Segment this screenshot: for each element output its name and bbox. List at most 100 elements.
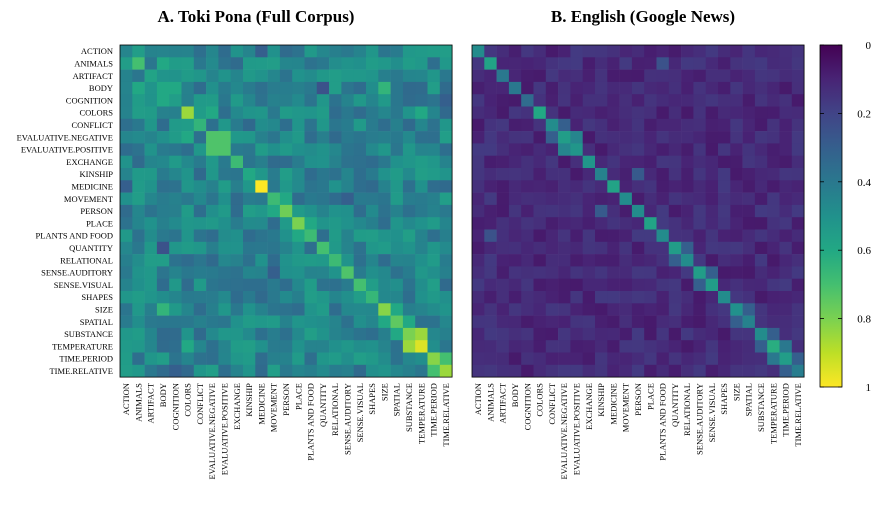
- heatmap-cell: [156, 143, 170, 156]
- heatmap-cell: [402, 143, 416, 156]
- heatmap-cell: [329, 204, 342, 218]
- heatmap-cell: [558, 106, 571, 120]
- column-label: PLACE: [293, 383, 303, 410]
- heatmap-cell: [779, 352, 793, 366]
- heatmap-cell: [767, 192, 780, 206]
- heatmap-cell: [582, 315, 596, 329]
- heatmap-cell: [366, 168, 379, 181]
- row-label: BODY: [89, 83, 113, 93]
- heatmap-cell: [570, 352, 583, 366]
- heatmap-cell: [439, 229, 453, 243]
- heatmap-cell: [484, 254, 497, 267]
- heatmap-cell: [656, 180, 670, 193]
- row-label: TIME.PERIOD: [59, 354, 113, 364]
- heatmap-cell: [718, 217, 731, 230]
- heatmap-cell: [304, 291, 318, 304]
- heatmap-cell: [156, 327, 170, 341]
- heatmap-cell: [366, 291, 379, 304]
- heatmap-cell: [595, 45, 608, 58]
- heatmap-cell: [791, 315, 805, 329]
- heatmap-cell: [267, 57, 281, 70]
- heatmap-cell: [742, 241, 756, 255]
- heatmap-cell: [754, 291, 768, 304]
- heatmap-cell: [402, 81, 416, 95]
- heatmap-cell: [439, 217, 453, 230]
- heatmap-cell: [218, 340, 231, 353]
- heatmap-cell: [718, 131, 731, 144]
- heatmap-cell: [316, 278, 330, 292]
- heatmap-cell: [353, 69, 367, 83]
- heatmap-cell: [402, 291, 416, 304]
- heatmap-cell: [730, 106, 743, 120]
- heatmap-cell: [558, 155, 571, 169]
- heatmap-cell: [644, 303, 657, 316]
- heatmap-cell: [218, 131, 231, 144]
- heatmap-cell: [341, 278, 354, 292]
- heatmap-cell: [570, 94, 583, 107]
- heatmap-cell: [156, 266, 170, 279]
- column-label: COGNITION: [170, 383, 180, 430]
- heatmap-cell: [631, 352, 645, 366]
- heatmap-cell: [439, 94, 453, 107]
- heatmap-cell: [644, 352, 657, 366]
- heatmap-cell: [558, 229, 571, 243]
- heatmap-cell: [267, 155, 281, 169]
- heatmap-cell: [754, 204, 768, 218]
- heatmap-cell: [582, 291, 596, 304]
- heatmap-cell: [390, 291, 404, 304]
- heatmap-cell: [120, 278, 133, 292]
- heatmap-cell: [607, 327, 620, 341]
- heatmap-cell: [681, 340, 694, 353]
- heatmap-cell: [267, 266, 281, 279]
- heatmap-cell: [791, 168, 805, 181]
- heatmap-cell: [607, 94, 620, 107]
- colorbar-tick-label: 0.2: [857, 108, 871, 120]
- heatmap-cell: [619, 106, 633, 120]
- heatmap-cell: [243, 69, 256, 83]
- heatmap-cell: [218, 106, 231, 120]
- heatmap-cell: [218, 204, 231, 218]
- heatmap-cell: [156, 118, 170, 132]
- heatmap-cell: [206, 291, 219, 304]
- heatmap-cell: [169, 315, 182, 329]
- heatmap-cell: [533, 340, 547, 353]
- heatmap-cell: [206, 106, 219, 120]
- heatmap-cell: [730, 155, 743, 169]
- row-label: TIME.RELATIVE: [49, 366, 113, 376]
- heatmap-cell: [132, 254, 145, 267]
- heatmap-cell: [681, 303, 694, 316]
- heatmap-cell: [718, 241, 731, 255]
- heatmap-cell: [484, 94, 497, 107]
- heatmap-cell: [619, 291, 633, 304]
- heatmap-cell: [791, 155, 805, 169]
- heatmap-cell: [472, 340, 485, 353]
- heatmap-cell: [378, 118, 391, 132]
- heatmap-cell: [316, 327, 330, 341]
- heatmap-cell: [255, 180, 268, 193]
- heatmap-cell: [644, 254, 657, 267]
- heatmap-cell: [427, 327, 441, 341]
- heatmap-frame: [471, 44, 805, 378]
- heatmap-cell: [206, 217, 219, 230]
- heatmap-cell: [508, 69, 522, 83]
- heatmap-cell: [521, 143, 534, 156]
- panel-b-title: B. English (Google News): [551, 7, 735, 26]
- heatmap-cell: [316, 364, 330, 378]
- heatmap-cell: [415, 106, 428, 120]
- heatmap-cell: [156, 131, 170, 144]
- heatmap-cell: [390, 315, 404, 329]
- panel-a-title: A. Toki Pona (Full Corpus): [158, 7, 355, 26]
- heatmap-cell: [144, 94, 158, 107]
- heatmap-cell: [767, 278, 780, 292]
- heatmap-cell: [779, 303, 793, 316]
- heatmap-cell: [718, 180, 731, 193]
- heatmap-cell: [390, 118, 404, 132]
- heatmap-cell: [545, 229, 559, 243]
- heatmap-cell: [279, 192, 293, 206]
- heatmap-cell: [329, 278, 342, 292]
- heatmap-cell: [218, 315, 231, 329]
- heatmap-cell: [132, 81, 145, 95]
- heatmap-cell: [390, 204, 404, 218]
- heatmap-cell: [353, 155, 367, 169]
- heatmap-cell: [292, 291, 305, 304]
